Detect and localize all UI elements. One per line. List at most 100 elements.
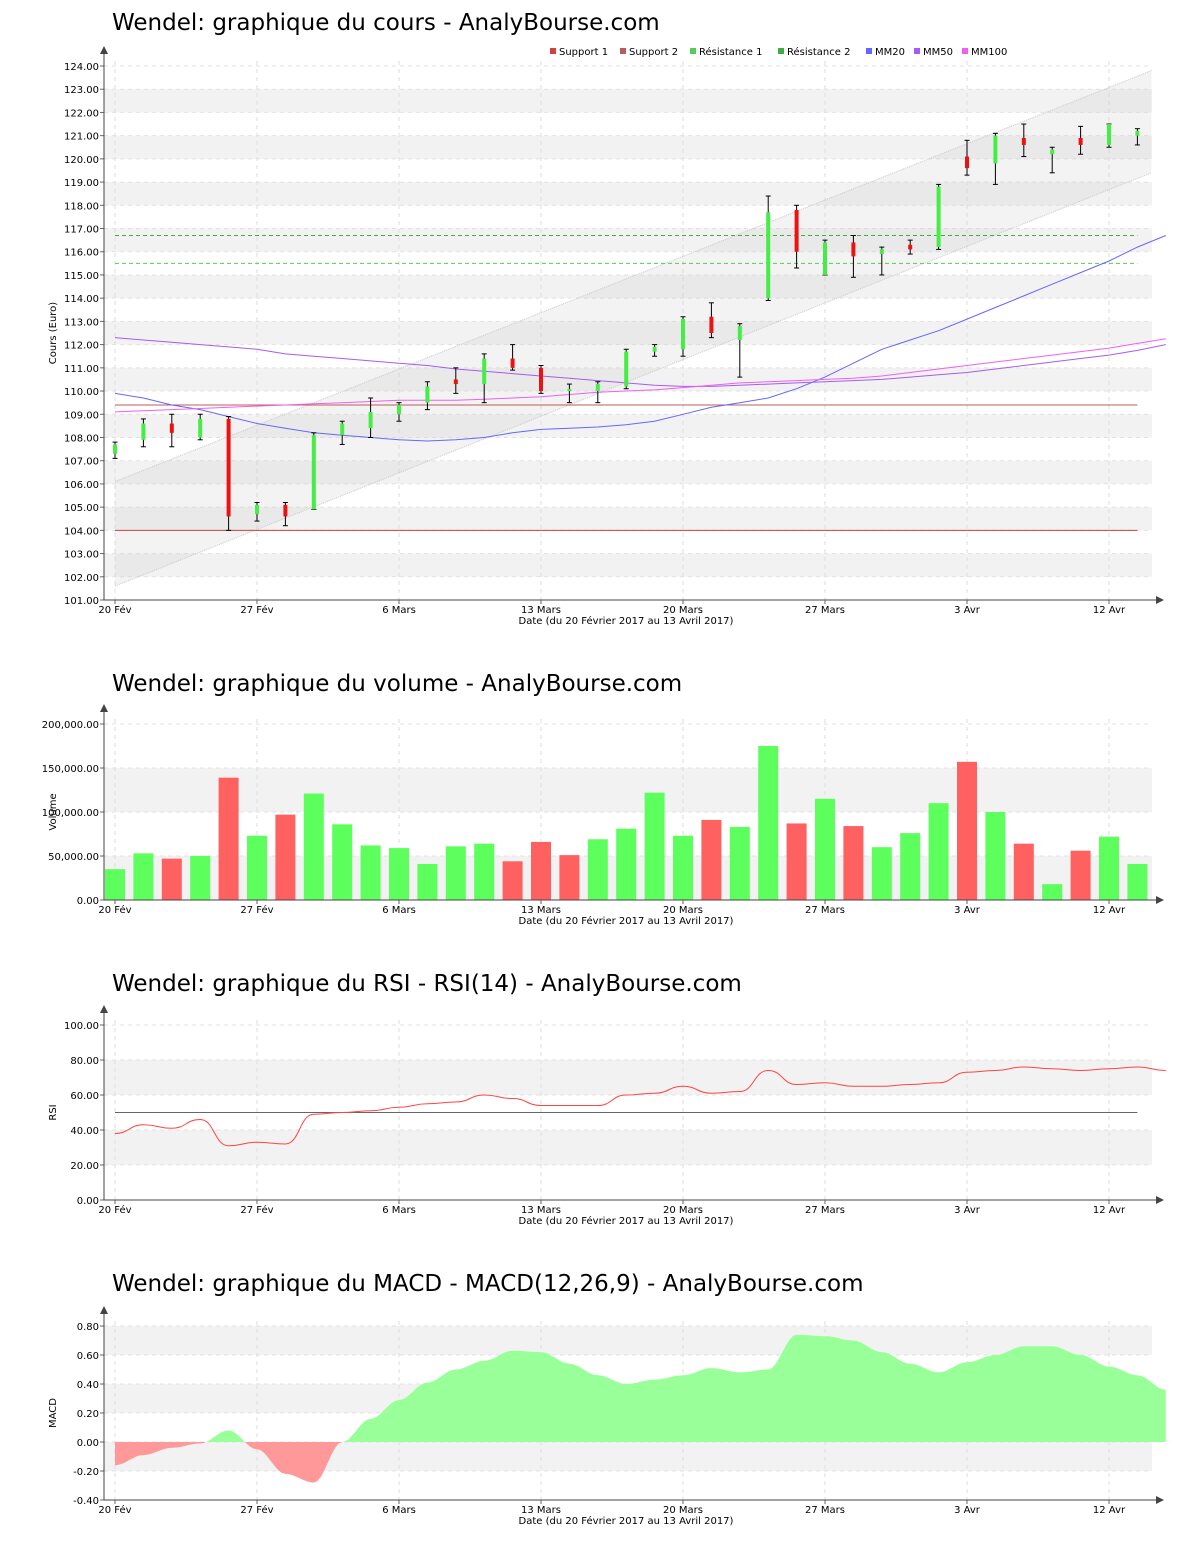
- volume-bar: [673, 835, 693, 900]
- y-axis-title: MACD: [48, 1398, 59, 1428]
- candle-body: [936, 186, 941, 248]
- y-axis-arrow: [100, 1306, 108, 1314]
- grid-band: [104, 768, 1152, 812]
- volume-chart: 0.00 50,000.00 100,000.00 150,000.00 200,000…: [42, 704, 1164, 927]
- volume-bar: [644, 792, 665, 900]
- candle-body: [737, 326, 742, 340]
- x-tick-label: 27 Mars: [805, 905, 845, 916]
- volume-bar: [928, 803, 949, 900]
- candle-body: [283, 504, 288, 517]
- y-tick-label: 0.60: [77, 1351, 99, 1362]
- grid-band: [104, 274, 1152, 299]
- x-tick-label: 27 Fév: [240, 604, 273, 616]
- price-panel: Wendel: graphique du cours - AnalyBourse…: [0, 0, 1200, 640]
- grid-band: [104, 1060, 1152, 1095]
- x-tick-label: 6 Mars: [382, 605, 416, 616]
- trend-channel: [115, 70, 1152, 587]
- volume-bar: [1013, 843, 1034, 900]
- candle-body: [169, 423, 174, 433]
- x-tick-label: 12 Avr: [1093, 1505, 1126, 1516]
- macd-panel: Wendel: graphique du MACD - MACD(12,26,9…: [0, 1260, 1200, 1540]
- grid-band: [104, 228, 1152, 252]
- x-tick-label: 27 Fév: [240, 1504, 273, 1516]
- legend-label: Support 2: [629, 47, 678, 58]
- volume-bar: [105, 869, 125, 900]
- macd-positive-area: [206, 1430, 245, 1442]
- candle-body: [709, 316, 714, 333]
- x-tick-label: 13 Mars: [521, 905, 561, 916]
- volume-bar: [445, 846, 466, 900]
- candle-body: [595, 384, 600, 392]
- price-chart-title: Wendel: graphique du cours - AnalyBourse…: [112, 10, 660, 36]
- candle-body: [993, 135, 998, 164]
- candle-body: [567, 388, 572, 392]
- y-tick-label: 0.00: [77, 896, 99, 907]
- candle-body: [652, 346, 657, 352]
- candle-body: [1021, 137, 1026, 145]
- volume-bar: [502, 861, 523, 900]
- moving-average-line: [114, 338, 1166, 413]
- x-tick-label: 20 Fév: [98, 604, 131, 616]
- grid-band: [104, 89, 1152, 113]
- candle-body: [198, 418, 203, 438]
- x-tick-label: 12 Avr: [1093, 605, 1126, 616]
- x-tick-label: 20 Fév: [98, 1204, 131, 1216]
- candle-body: [823, 242, 827, 275]
- volume-bar: [900, 833, 921, 900]
- volume-bar: [531, 841, 551, 900]
- rsi-chart-title: Wendel: graphique du RSI - RSI(14) - Ana…: [112, 971, 742, 997]
- volume-bar: [332, 824, 353, 900]
- candle-body: [113, 444, 117, 454]
- x-tick-label: 6 Mars: [382, 1205, 416, 1216]
- volume-bar: [133, 853, 154, 900]
- legend-label: Résistance 1: [699, 46, 762, 58]
- candle-body: [397, 404, 401, 415]
- volume-bar: [275, 814, 296, 900]
- y-axis-arrow: [100, 1005, 108, 1013]
- candle-body: [794, 209, 799, 252]
- y-tick-label: 123.00: [64, 85, 99, 96]
- y-tick-label: 150,000.00: [42, 764, 99, 775]
- y-tick-label: 115.00: [64, 271, 99, 282]
- candle-body: [681, 319, 685, 350]
- y-tick-label: 118.00: [64, 201, 99, 212]
- y-tick-label: -0.40: [73, 1496, 99, 1507]
- x-tick-label: 20 Fév: [98, 904, 131, 916]
- y-tick-label: 119.00: [64, 178, 99, 189]
- y-tick-label: 112.00: [64, 341, 99, 352]
- candle-body: [311, 435, 316, 510]
- x-axis-title: Date (du 20 Février 2017 au 13 Avril 201…: [519, 615, 734, 627]
- candle-body: [1135, 131, 1140, 136]
- grid-band: [104, 321, 1152, 345]
- candle-body: [624, 351, 629, 387]
- x-tick-label: 13 Mars: [521, 1505, 561, 1516]
- y-tick-label: 104.00: [64, 526, 99, 537]
- grid-band: [104, 414, 1152, 438]
- candle-body: [1107, 124, 1111, 145]
- y-axis-arrow: [100, 46, 108, 54]
- volume-bar: [1099, 836, 1119, 900]
- y-tick-label: 100.00: [64, 1021, 99, 1032]
- y-tick-label: 117.00: [64, 225, 99, 236]
- legend-label: Résistance 2: [787, 46, 850, 58]
- y-tick-label: 113.00: [64, 317, 99, 328]
- macd-negative-area: [115, 1442, 207, 1466]
- x-tick-label: 20 Mars: [663, 605, 703, 616]
- x-tick-label: 3 Avr: [954, 1205, 981, 1216]
- volume-bar: [985, 812, 1006, 900]
- y-tick-label: 121.00: [64, 132, 99, 143]
- x-tick-label: 3 Avr: [954, 605, 981, 616]
- volume-bar: [729, 826, 750, 900]
- volume-bar: [303, 793, 324, 900]
- y-tick-label: 80.00: [70, 1056, 99, 1067]
- volume-bar: [843, 826, 864, 900]
- legend-swatch: [690, 48, 696, 54]
- candle-body: [965, 156, 969, 169]
- legend-label: MM20: [875, 47, 905, 58]
- y-tick-label: 109.00: [64, 410, 99, 421]
- y-tick-label: 106.00: [64, 480, 99, 491]
- volume-bar: [389, 848, 409, 900]
- candle-body: [255, 504, 259, 515]
- candle-body: [425, 386, 430, 403]
- rsi-line: [114, 1066, 1166, 1147]
